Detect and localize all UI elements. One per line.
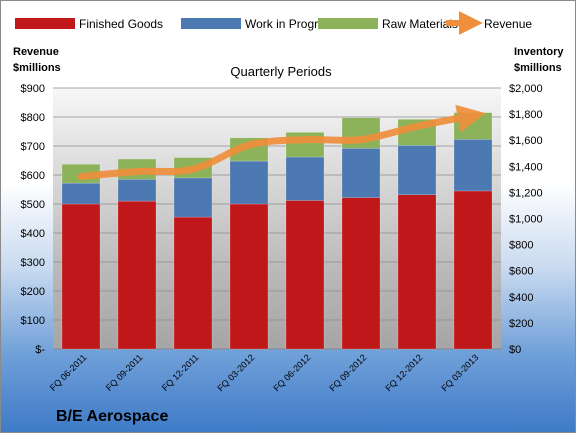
left-axis-tick-label: $200	[21, 286, 45, 298]
left-axis-tick-label: $700	[21, 141, 45, 153]
x-axis-tick-label: FQ 06-2012	[271, 352, 312, 393]
company-name: B/E Aerospace	[56, 408, 168, 425]
left-axis-tick-label: $800	[21, 112, 45, 124]
bars	[61, 112, 493, 350]
legend-label-raw-materials: Raw Materials	[382, 17, 458, 31]
right-axis-tick-label: $1,800	[509, 109, 543, 121]
legend-swatch-raw-materials	[318, 18, 378, 29]
right-axis-tick-label: $200	[509, 318, 533, 330]
x-axis-tick-label: FQ 12-2012	[383, 352, 424, 393]
legend-swatch-finished-goods	[15, 18, 75, 29]
revenue-line	[77, 104, 486, 180]
bar-finished-goods	[397, 194, 437, 350]
right-axis-tick-label: $600	[509, 266, 533, 278]
left-axis-ticks: $- $100 $200 $300 $400 $500 $600 $700 $800 $900	[21, 83, 46, 356]
bar-work-in-progress	[285, 156, 325, 201]
x-axis-tick-label: FQ 12-2011	[160, 352, 201, 393]
chart-title: Quarterly Periods	[230, 64, 332, 79]
revenue-line-path	[77, 104, 486, 180]
bar-finished-goods	[285, 200, 325, 350]
legend-swatch-work-in-progress	[181, 18, 241, 29]
right-axis-tick-label: $0	[509, 344, 521, 356]
bar-work-in-progress	[173, 177, 213, 218]
right-axis-tick-label: $1,000	[509, 214, 543, 226]
left-axis-tick-label: $-	[35, 344, 45, 356]
right-axis-tick-label: $400	[509, 292, 533, 304]
left-axis-title: Revenue $millions	[13, 46, 61, 74]
bar-finished-goods	[453, 190, 493, 350]
left-axis-title-line-2: $millions	[13, 62, 61, 74]
legend-label-work-in-progress: Work in Progress	[245, 17, 337, 31]
left-axis-tick-label: $100	[21, 315, 45, 327]
right-axis-tick-label: $1,400	[509, 161, 543, 173]
legend-label-finished-goods: Finished Goods	[79, 17, 163, 31]
bar-finished-goods	[61, 203, 101, 350]
bar-finished-goods	[341, 197, 381, 350]
bar-work-in-progress	[453, 139, 493, 192]
x-axis-tick-label: FQ 09-2011	[104, 352, 145, 393]
x-axis-ticks: FQ 06-2011 FQ 09-2011 FQ 12-2011 FQ 03-2012…	[48, 352, 481, 393]
bar-finished-goods	[229, 203, 269, 350]
left-axis-tick-label: $500	[21, 199, 45, 211]
bar-finished-goods	[173, 216, 213, 350]
bar-work-in-progress	[229, 160, 269, 205]
x-axis-tick-label: FQ 06-2011	[48, 352, 89, 393]
x-axis-tick-label: FQ 09-2012	[327, 352, 368, 393]
legend-label-revenue: Revenue	[484, 17, 532, 31]
bar-finished-goods	[117, 200, 157, 350]
left-axis-tick-label: $400	[21, 228, 45, 240]
x-axis-tick-label: FQ 03-2012	[215, 352, 256, 393]
x-axis-tick-label: FQ 03-2013	[439, 352, 480, 393]
left-axis-tick-label: $300	[21, 257, 45, 269]
right-axis-tick-label: $1,600	[509, 135, 543, 147]
bar-work-in-progress	[341, 148, 381, 198]
left-axis-title-line-1: Revenue	[13, 46, 59, 58]
right-axis-title-line-2: $millions	[514, 62, 562, 74]
right-axis-tick-label: $1,200	[509, 187, 543, 199]
right-axis-title-line-1: Inventory	[514, 46, 564, 58]
right-axis-tick-label: $2,000	[509, 83, 543, 95]
right-axis-ticks: $0 $200 $400 $600 $800 $1,000 $1,200 $1,400 $1,6…	[509, 83, 543, 356]
bar-work-in-progress	[397, 145, 437, 195]
legend: Finished Goods Work in Progress Raw Materi…	[15, 11, 532, 35]
bar-work-in-progress	[117, 179, 157, 202]
left-axis-tick-label: $900	[21, 83, 45, 95]
left-axis-tick-label: $600	[21, 170, 45, 182]
right-axis-tick-label: $800	[509, 240, 533, 252]
bar-work-in-progress	[61, 182, 101, 205]
right-axis-title: Inventory $millions	[514, 46, 564, 74]
